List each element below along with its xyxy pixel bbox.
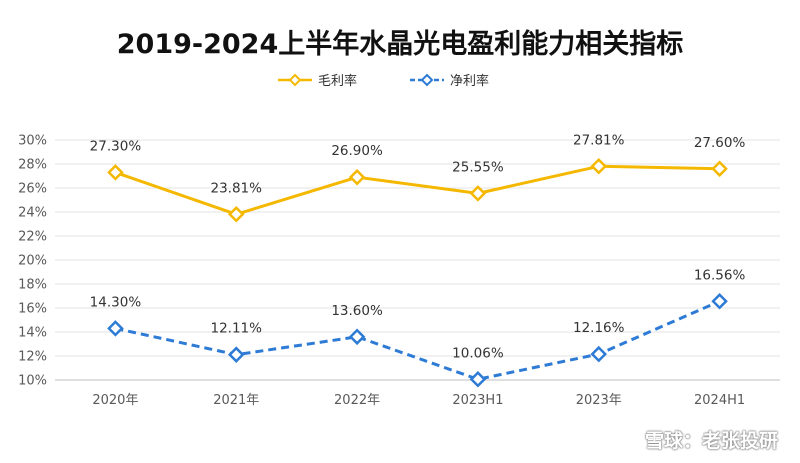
data-point [590, 345, 608, 363]
data-label: 14.30% [90, 294, 142, 310]
chart-title: 2019-2024上半年水晶光电盈利能力相关指标 [116, 29, 684, 60]
data-point [227, 346, 245, 363]
x-tick-label: 2024H1 [694, 393, 745, 408]
y-tick-label: 14% [18, 326, 47, 341]
data-point [348, 168, 366, 186]
x-tick-label: 2021年 [213, 393, 259, 408]
data-point [711, 293, 728, 310]
data-label: 26.90% [331, 143, 383, 159]
data-point [469, 185, 487, 202]
data-point [107, 320, 124, 337]
data-point [590, 158, 608, 175]
legend-label: 净利率 [450, 73, 489, 89]
data-point [107, 164, 124, 181]
series-line [114, 164, 720, 216]
data-label: 27.30% [90, 138, 142, 154]
x-tick-label: 2020年 [92, 393, 138, 408]
y-tick-label: 22% [18, 230, 47, 245]
data-point [348, 328, 366, 346]
y-tick-label: 12% [18, 350, 47, 365]
y-tick-label: 30% [18, 134, 47, 149]
y-tick-label: 26% [18, 182, 47, 197]
x-tick-label: 2023年 [576, 393, 622, 408]
y-tick-label: 20% [18, 254, 47, 269]
data-label: 13.60% [331, 303, 383, 319]
legend-marker [420, 73, 434, 87]
watermark-text: 雪球：老张投研 [644, 430, 778, 452]
data-label: 12.11% [211, 321, 263, 337]
y-tick-label: 28% [18, 158, 47, 173]
data-label: 25.55% [452, 159, 504, 175]
legend-marker [288, 73, 302, 87]
data-label: 23.81% [211, 180, 263, 196]
data-point [227, 206, 245, 223]
y-tick-label: 10% [18, 374, 47, 389]
data-label: 10.06% [452, 345, 504, 361]
legend-label: 毛利率 [318, 73, 357, 89]
data-point [711, 160, 728, 178]
y-tick-label: 24% [18, 206, 47, 221]
y-tick-label: 16% [18, 302, 47, 317]
series-line [115, 299, 721, 381]
x-tick-label: 2023H1 [452, 393, 503, 408]
data-label: 12.16% [573, 320, 625, 336]
y-tick-label: 18% [18, 278, 47, 293]
data-label: 16.56% [694, 267, 746, 283]
data-label: 27.60% [694, 135, 746, 151]
data-label: 27.81% [573, 132, 625, 148]
x-tick-label: 2022年 [334, 393, 380, 408]
data-point [469, 371, 487, 388]
